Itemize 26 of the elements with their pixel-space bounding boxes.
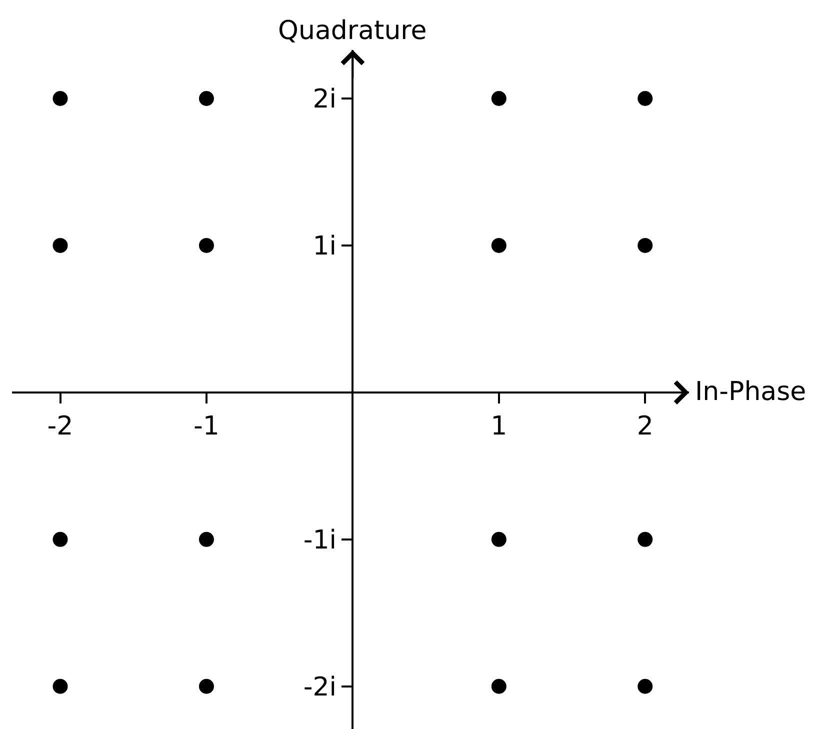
point [491, 532, 506, 547]
point [198, 678, 214, 694]
point [491, 678, 506, 694]
x-tick-label: 1 [490, 412, 508, 442]
point [491, 238, 506, 253]
point [638, 238, 653, 253]
y-tick-label: -1i [303, 526, 336, 556]
x-tick-label: -1 [194, 412, 220, 442]
point [198, 91, 214, 106]
point [491, 91, 506, 106]
point [638, 91, 653, 106]
point [638, 532, 653, 547]
point [638, 678, 653, 694]
point [52, 238, 68, 253]
y-axis-title: Quadrature [278, 16, 427, 46]
x-tick-label: 2 [636, 412, 654, 442]
x-tick-label: -2 [47, 412, 74, 442]
point [52, 532, 68, 547]
y-tick-label: 1i [312, 232, 336, 262]
y-tick-label: -2i [303, 672, 336, 702]
x-axis-title: In-Phase [695, 377, 806, 407]
point [52, 91, 68, 106]
y-tick-label: 2i [312, 84, 336, 115]
point [52, 678, 68, 694]
point [198, 238, 214, 253]
point [198, 532, 214, 547]
